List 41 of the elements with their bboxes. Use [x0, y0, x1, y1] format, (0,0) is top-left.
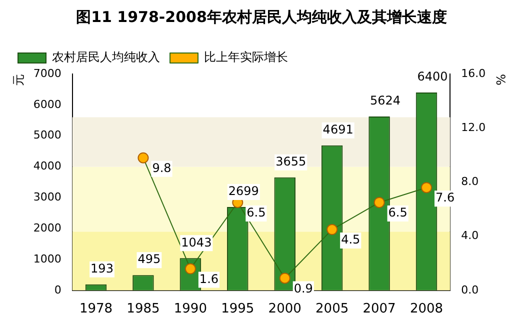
data-label: 193: [90, 262, 114, 276]
data-label: 5624: [370, 94, 401, 108]
data-label: 6.5: [246, 206, 266, 220]
y-tick-label: 7000: [33, 66, 62, 80]
legend-label: 农村居民人均纯收入: [52, 50, 160, 64]
x-tick-label: 1978: [79, 302, 113, 317]
legend-label: 比上年实际增长: [204, 50, 288, 64]
y-tick-label: 6000: [33, 98, 62, 111]
y2-tick-label: 4.0: [461, 229, 479, 242]
y-tick-label: 4000: [33, 160, 62, 173]
x-tick-label: 1990: [174, 302, 207, 317]
data-label: 495: [138, 252, 161, 266]
y-tick-label: 1000: [33, 252, 62, 266]
chart-title: 图11 1978-2008年农村居民人均纯收入及其增长速度: [75, 8, 448, 28]
data-label: 6400: [417, 70, 448, 84]
x-tick-label: 2007: [362, 302, 396, 317]
y-tick-label: 5000: [33, 128, 62, 142]
data-label: 0.9: [294, 281, 313, 296]
y2-tick-label: 16.0: [461, 66, 486, 80]
x-tick-label: 2008: [410, 302, 444, 317]
y2-tick-label: 8.0: [461, 175, 479, 188]
x-tick-label: 1995: [221, 302, 254, 317]
y-axis-title: 元: [11, 74, 26, 86]
y-tick-label: 3000: [33, 190, 62, 204]
y2-axis-title: %: [494, 74, 508, 86]
data-label: 2699: [228, 184, 259, 198]
x-tick-label: 2000: [268, 302, 302, 317]
data-label: 4691: [322, 122, 354, 137]
data-label: 9.8: [152, 160, 172, 175]
data-label: 1.6: [199, 272, 219, 286]
y2-tick-label: 0.0: [461, 283, 479, 296]
y2-tick-label: 12.0: [461, 120, 486, 134]
data-label: 1043: [181, 235, 212, 250]
x-tick-label: 1985: [126, 302, 160, 317]
x-tick-label: 2005: [316, 302, 349, 317]
data-label: 4.5: [341, 232, 360, 247]
y-tick-label: 0: [54, 283, 62, 296]
data-label: 3655: [276, 154, 306, 169]
y-tick-label: 2000: [33, 221, 62, 234]
data-label: 6.5: [388, 206, 408, 220]
data-label: 7.6: [436, 190, 455, 205]
